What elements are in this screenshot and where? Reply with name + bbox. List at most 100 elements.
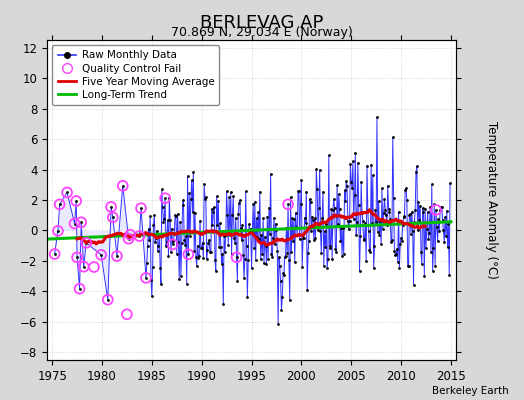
Point — [405, 263, 413, 269]
Point — [248, 228, 257, 234]
Point — [340, 251, 348, 257]
Point — [118, 182, 127, 189]
Point — [292, 224, 301, 230]
Point — [171, 212, 179, 218]
Point — [299, 235, 307, 242]
Point — [386, 216, 395, 222]
Point — [324, 152, 333, 158]
Point — [155, 232, 163, 238]
Point — [227, 251, 236, 258]
Point — [108, 214, 117, 220]
Point — [409, 281, 418, 288]
Text: BERLEVAG AP: BERLEVAG AP — [200, 14, 324, 32]
Point — [432, 207, 440, 213]
Point — [412, 169, 420, 175]
Point — [212, 193, 221, 200]
Point — [56, 201, 64, 208]
Point — [215, 244, 223, 250]
Point — [152, 228, 161, 235]
Point — [436, 203, 445, 210]
Point — [442, 233, 450, 240]
Point — [168, 241, 177, 248]
Point — [124, 236, 133, 242]
Point — [361, 219, 369, 226]
Point — [314, 205, 323, 212]
Point — [389, 134, 397, 140]
Point — [435, 228, 443, 234]
Point — [325, 243, 334, 249]
Point — [410, 218, 419, 225]
Point — [246, 227, 254, 234]
Point — [429, 268, 437, 274]
Point — [282, 224, 291, 231]
Point — [97, 252, 105, 258]
Point — [322, 221, 331, 228]
Point — [379, 209, 388, 216]
Point — [277, 307, 286, 314]
Point — [50, 251, 59, 257]
Point — [246, 225, 255, 232]
Point — [178, 201, 187, 208]
Point — [214, 198, 223, 204]
Point — [308, 213, 316, 220]
Point — [154, 242, 162, 249]
Point — [260, 260, 268, 266]
Point — [423, 226, 431, 232]
Point — [385, 206, 393, 212]
Point — [150, 212, 159, 218]
Point — [107, 204, 115, 210]
Point — [439, 217, 447, 223]
Point — [188, 209, 196, 216]
Point — [414, 199, 423, 206]
Point — [63, 189, 71, 196]
Point — [156, 265, 165, 271]
Point — [164, 253, 172, 260]
Point — [370, 243, 379, 250]
Point — [287, 249, 296, 256]
Point — [269, 234, 277, 241]
Point — [196, 244, 205, 251]
Point — [126, 232, 135, 238]
Point — [273, 248, 281, 254]
Point — [430, 201, 439, 208]
Point — [230, 235, 238, 241]
Point — [293, 231, 301, 238]
Point — [394, 258, 402, 265]
Point — [284, 201, 292, 208]
Point — [321, 244, 330, 250]
Point — [233, 278, 242, 284]
Point — [148, 293, 156, 300]
Point — [390, 248, 399, 254]
Point — [285, 257, 293, 264]
Point — [342, 178, 351, 184]
Point — [345, 217, 354, 224]
Point — [242, 243, 250, 250]
Point — [400, 213, 409, 220]
Point — [194, 255, 203, 261]
Point — [97, 252, 105, 258]
Point — [321, 228, 329, 234]
Point — [177, 273, 185, 280]
Point — [198, 245, 206, 251]
Point — [247, 265, 256, 271]
Point — [231, 240, 239, 246]
Point — [303, 287, 311, 293]
Point — [254, 209, 263, 216]
Point — [275, 254, 283, 260]
Point — [433, 224, 441, 231]
Point — [399, 214, 408, 220]
Point — [388, 237, 396, 243]
Point — [278, 294, 287, 300]
Point — [236, 197, 244, 204]
Point — [200, 181, 209, 188]
Point — [330, 196, 338, 202]
Point — [152, 235, 160, 242]
Point — [166, 217, 174, 223]
Point — [263, 214, 271, 220]
Point — [208, 206, 216, 212]
Point — [362, 258, 370, 264]
Point — [212, 268, 220, 274]
Point — [229, 193, 237, 200]
Point — [428, 181, 436, 188]
Point — [174, 238, 182, 245]
